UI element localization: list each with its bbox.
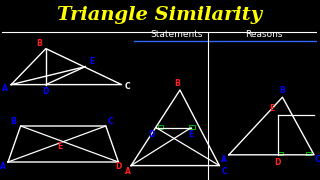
Text: Statements: Statements [150, 30, 203, 39]
Text: E: E [57, 142, 63, 151]
Text: A: A [0, 162, 6, 171]
Text: E: E [188, 130, 194, 139]
Text: A: A [125, 167, 131, 176]
Text: C: C [108, 117, 113, 126]
Text: C: C [314, 155, 320, 164]
Text: B: B [10, 117, 16, 126]
Text: A: A [221, 155, 227, 164]
Text: B: B [174, 79, 180, 88]
Text: C: C [125, 82, 131, 91]
Text: A: A [2, 84, 8, 93]
Text: E: E [89, 57, 94, 66]
Text: Triangle Similarity: Triangle Similarity [57, 6, 262, 24]
Text: B: B [280, 86, 285, 95]
Text: B: B [37, 39, 43, 48]
Text: D: D [115, 162, 122, 171]
Text: D: D [148, 130, 155, 139]
Text: C: C [221, 167, 227, 176]
Text: D: D [275, 158, 281, 167]
Text: E: E [269, 104, 274, 113]
Text: Reasons: Reasons [245, 30, 282, 39]
Text: D: D [43, 87, 49, 96]
